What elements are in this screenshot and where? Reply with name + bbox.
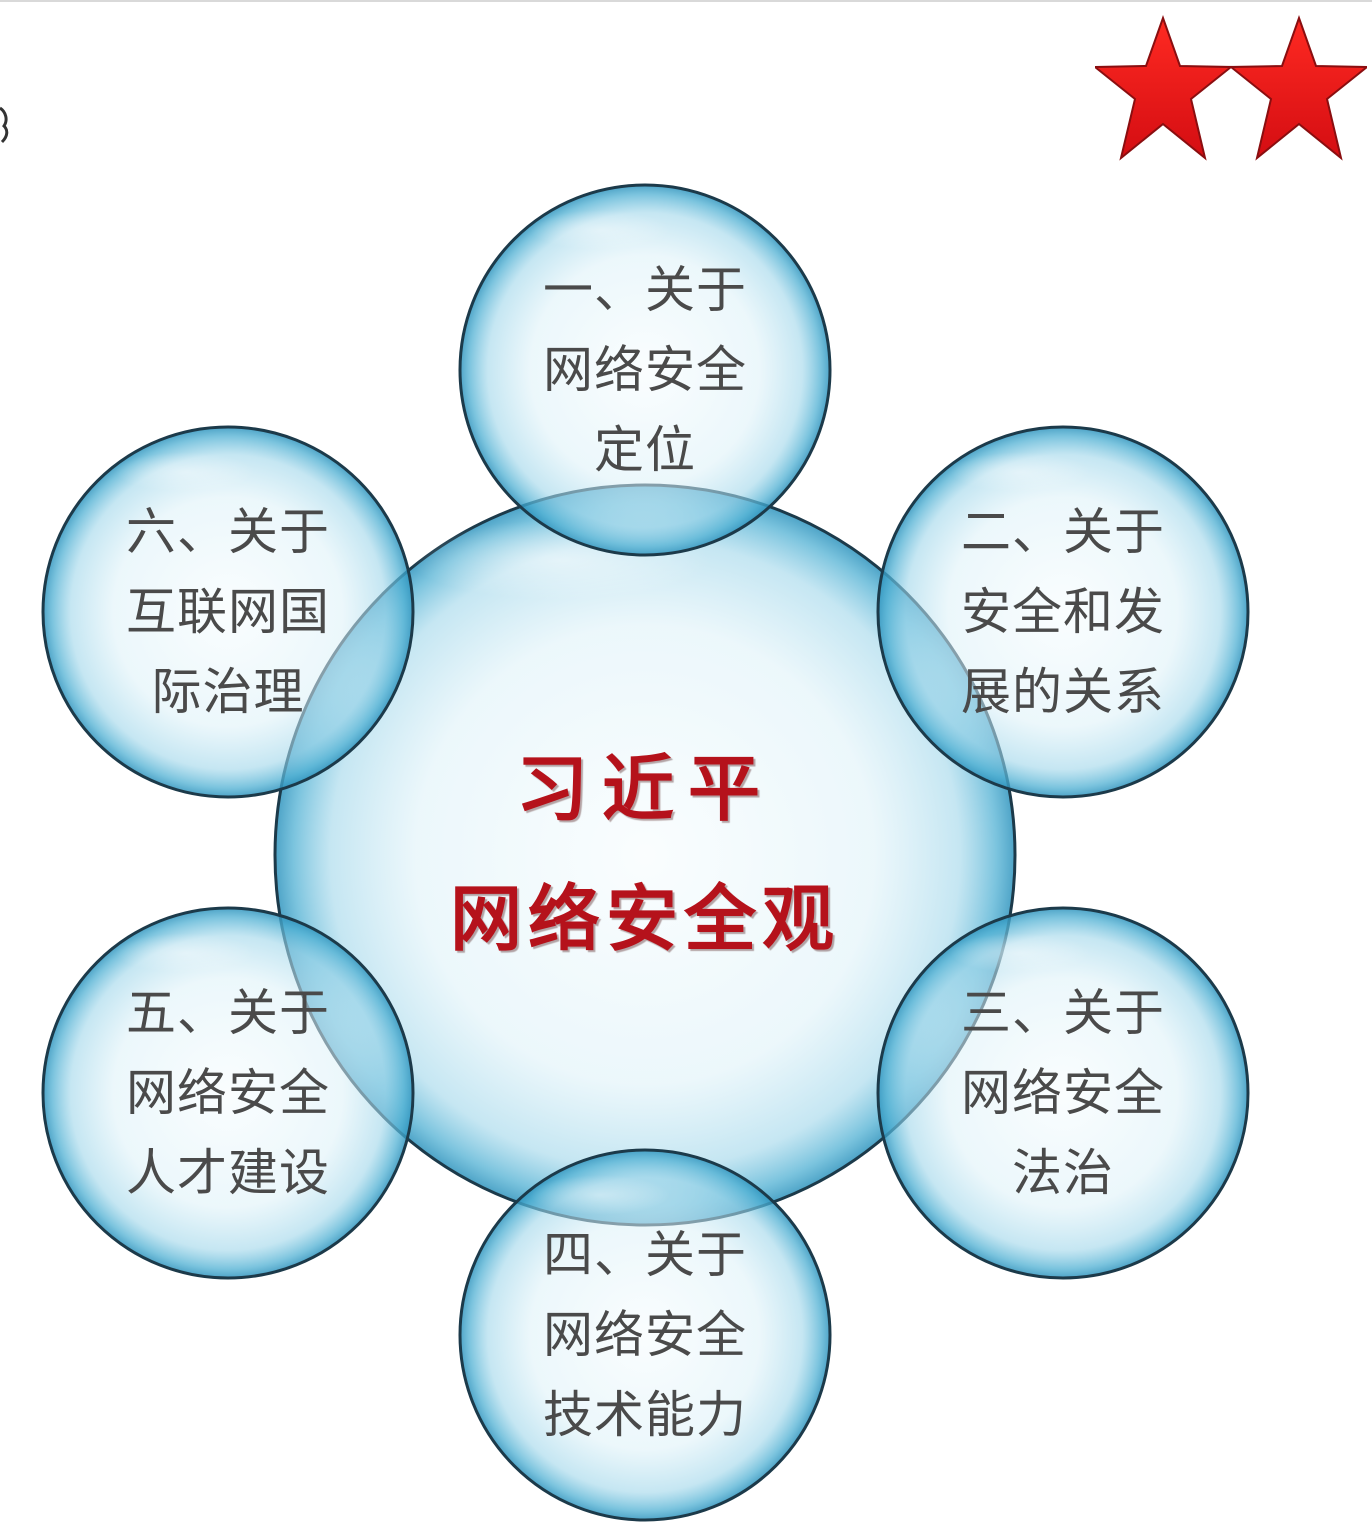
- topic-bubble-4: [458, 1148, 832, 1522]
- topic-4-text: 四、关于 网络安全 技术能力: [495, 1215, 795, 1455]
- topic-3-line1: 三、关于: [961, 984, 1165, 1042]
- topic-4-line3: 技术能力: [543, 1386, 747, 1444]
- topic-5-line3: 人才建设: [126, 1144, 330, 1202]
- edge-fragment-icon: [0, 106, 9, 144]
- center-title-line2: 网络安全观: [449, 876, 840, 961]
- topic-bubble-6: [41, 425, 415, 799]
- topic-5-line2: 网络安全: [126, 1064, 330, 1122]
- topic-3-text: 三、关于 网络安全 法治: [913, 973, 1213, 1213]
- topic-bubble-5: [41, 906, 415, 1280]
- top-border-line: [0, 0, 1372, 2]
- topic-bubble-3: [876, 906, 1250, 1280]
- topic-1-line2: 网络安全: [543, 341, 747, 399]
- topic-6-line1: 六、关于: [126, 503, 330, 561]
- topic-1-text: 一、关于 网络安全 定位: [495, 250, 795, 490]
- red-star-icon: [1095, 15, 1234, 161]
- topic-5-line1: 五、关于: [126, 984, 330, 1042]
- topic-4-line2: 网络安全: [543, 1306, 747, 1364]
- topic-1-line1: 一、关于: [543, 261, 747, 319]
- red-star-icon: [1228, 15, 1367, 161]
- topic-6-line3: 际治理: [151, 663, 305, 721]
- topic-3-line3: 法治: [1012, 1144, 1114, 1202]
- topic-6-text: 六、关于 互联网国 际治理: [78, 492, 378, 732]
- topic-1-line3: 定位: [594, 421, 696, 479]
- topic-4-line1: 四、关于: [543, 1226, 747, 1284]
- topic-bubble-2: [876, 425, 1250, 799]
- topic-2-text: 二、关于 安全和发 展的关系: [913, 492, 1213, 732]
- center-title-line1: 习近平: [515, 746, 774, 831]
- topic-2-line1: 二、关于: [961, 503, 1165, 561]
- topic-6-line2: 互联网国: [126, 583, 330, 641]
- topic-3-line2: 网络安全: [961, 1064, 1165, 1122]
- stars-decoration: [1095, 15, 1367, 161]
- topic-2-line2: 安全和发: [961, 583, 1165, 641]
- topic-bubble-1: [458, 183, 832, 557]
- topic-5-text: 五、关于 网络安全 人才建设: [78, 973, 378, 1213]
- topic-2-line3: 展的关系: [961, 663, 1165, 721]
